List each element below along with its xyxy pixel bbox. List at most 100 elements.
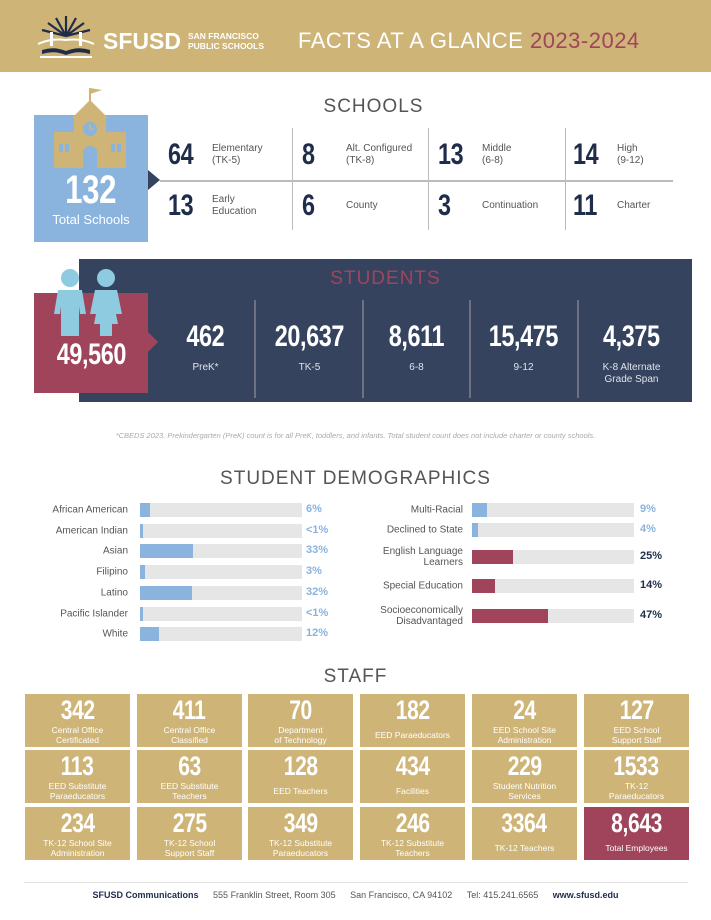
demographic-bar-track (140, 606, 302, 621)
school-type-stat: 11 Charter (573, 183, 650, 229)
footer-website-link[interactable]: www.sfusd.edu (552, 890, 619, 900)
footer-city: San Francisco, CA 94102 (350, 890, 453, 900)
school-type-stat: 64 Elementary (TK-5) (168, 132, 263, 178)
students-divider (254, 300, 256, 398)
students-panel (79, 259, 692, 402)
school-type-label: Charter (617, 200, 651, 211)
staff-tile: 229 Student Nutrition Services (472, 750, 577, 803)
staff-label: TK-12 Substitute Teachers (380, 838, 445, 858)
demographic-bar-track (472, 609, 634, 623)
arrow-right-icon (148, 170, 160, 190)
school-type-count: 13 (168, 189, 212, 223)
demographic-bar-fill (140, 544, 194, 559)
student-grade-count: 8,611 (363, 320, 470, 354)
demographic-label: Declined to State (386, 524, 463, 536)
staff-count-value: 434 (395, 751, 430, 781)
students-icon (54, 269, 122, 336)
demographic-bar-track (472, 523, 634, 537)
staff-count-value: 8,643 (611, 808, 662, 838)
student-grade-stat: 4,375 K-8 Alternate Grade Span (578, 320, 685, 386)
title-year: 2023-2024 (529, 28, 640, 53)
demographic-percent: 12% (306, 627, 329, 640)
total-schools-label: Total Schools (52, 212, 130, 227)
logo-subtitle-line-2: PUBLIC SCHOOLS (188, 41, 265, 51)
school-type-count-value: 3 (438, 189, 451, 222)
demographic-label: Multi-Racial (410, 504, 463, 516)
student-grade-count-value: 462 (186, 320, 225, 353)
school-type-stat: 3 Continuation (438, 183, 538, 229)
student-grade-stat: 20,637 TK-5 (256, 320, 363, 374)
demographic-bar-fill (472, 503, 487, 517)
demographic-bar-fill (140, 565, 145, 580)
school-type-count: 11 (573, 189, 617, 223)
staff-count-value: 3364 (501, 808, 548, 838)
student-grade-stat: 462 PreK* (152, 320, 259, 374)
staff-tile: 275 TK-12 School Support Staff (137, 807, 242, 860)
staff-count: 434 (360, 752, 465, 780)
student-grade-count: 4,375 (578, 320, 685, 354)
staff-count: 342 (25, 696, 130, 724)
student-grade-count: 15,475 (470, 320, 577, 354)
school-type-stat: 8 Alt. Configured (TK-8) (302, 132, 412, 178)
school-type-label: County (346, 200, 378, 211)
demographic-percent: 32% (306, 585, 329, 598)
logo-subtitle-line-1: SAN FRANCISCO (188, 31, 259, 41)
demographic-bar-track (140, 544, 302, 559)
school-type-label: High (9-12) (617, 143, 644, 166)
staff-count: 246 (360, 809, 465, 837)
staff-count-value: 24 (513, 695, 536, 725)
demographic-bar-fill (472, 523, 479, 537)
staff-tile: 128 EED Teachers (248, 750, 353, 803)
staff-count-value: 1533 (613, 751, 660, 781)
demographic-bar-fill (472, 550, 513, 564)
school-type-stat: 14 High (9-12) (573, 132, 644, 178)
footer-org: SFUSD Communications (92, 890, 199, 900)
demographic-label: Pacific Islander (60, 608, 128, 619)
demographic-bar-fill (140, 585, 192, 600)
student-grade-count: 462 (152, 320, 259, 354)
demographic-percent: <1% (306, 523, 329, 536)
footer-divider (24, 882, 688, 883)
demographic-percent: <1% (306, 606, 329, 619)
staff-label: EED Teachers (273, 786, 328, 796)
school-type-stat: 13 Early Education (168, 183, 256, 229)
staff-count-value: 246 (395, 808, 430, 838)
arrow-right-icon (148, 332, 158, 352)
staff-count: 3364 (472, 809, 577, 837)
staff-count-value: 342 (60, 695, 95, 725)
staff-count: 70 (248, 696, 353, 724)
student-grade-label: 9-12 (513, 362, 534, 373)
page-title: FACTS AT A GLANCE 2023-2024 (298, 28, 640, 54)
total-schools-value: 132 (34, 168, 148, 213)
schools-grid-divider (160, 180, 673, 182)
schools-heading: SCHOOLS (323, 96, 424, 117)
staff-count-value: 182 (395, 695, 430, 725)
student-grade-count-value: 4,375 (603, 320, 660, 353)
staff-count-value: 128 (283, 751, 318, 781)
demographic-bar-track (140, 627, 302, 642)
staff-label: EED School Support Staff (611, 725, 662, 745)
staff-tile: 8,643 Total Employees (584, 807, 689, 860)
demographic-bar-fill (140, 627, 160, 642)
staff-tile: 434 Facilities (360, 750, 465, 803)
footer-phone: Tel: 415.241.6565 (466, 890, 539, 900)
demographic-label: Latino (100, 587, 128, 599)
staff-tile: 63 EED Substitute Teachers (137, 750, 242, 803)
staff-tile: 3364 TK-12 Teachers (472, 807, 577, 860)
staff-count: 275 (137, 809, 242, 837)
demographic-label: English Language Learners (382, 546, 463, 568)
student-grade-label: PreK* (192, 362, 219, 373)
demographic-label: African American (52, 504, 128, 516)
staff-tile: 411 Central Office Classified (137, 694, 242, 747)
student-grade-stat: 15,475 9-12 (470, 320, 577, 374)
total-schools-number: 132 (65, 168, 117, 212)
students-divider (577, 300, 579, 398)
demographic-bar-fill (472, 609, 549, 623)
demographic-label: Asian (102, 545, 128, 557)
school-type-count-value: 13 (438, 138, 464, 171)
students-heading: STUDENTS (330, 268, 441, 289)
staff-count: 8,643 (584, 809, 689, 837)
staff-label: TK-12 School Support Staff (163, 838, 216, 858)
staff-count: 234 (25, 809, 130, 837)
demographic-label: Filipino (96, 566, 128, 578)
